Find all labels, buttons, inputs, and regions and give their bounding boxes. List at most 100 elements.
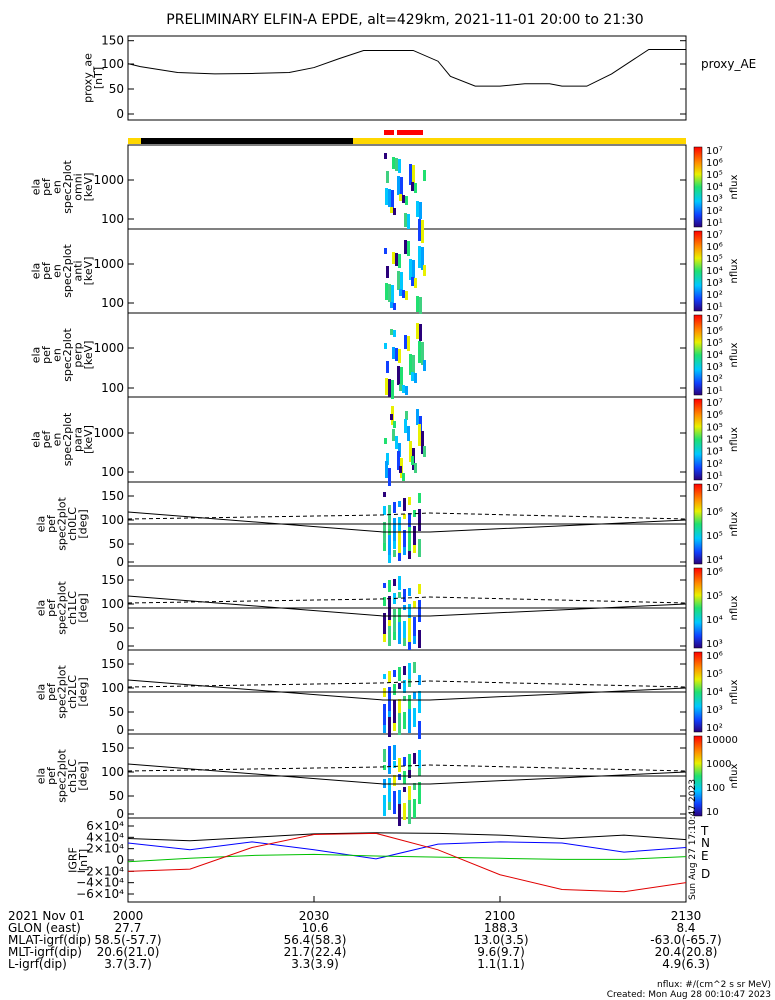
spectrogram-pixel <box>392 157 395 169</box>
spectrogram-pixel <box>383 749 386 762</box>
spectrogram-pixel <box>413 633 416 644</box>
spectrogram-pixel <box>412 260 415 282</box>
spectrogram-pixel <box>413 708 416 727</box>
spectrogram-pixel <box>409 441 412 462</box>
y-axis-label-line: [nT] <box>92 67 105 89</box>
spectrogram-pixel <box>413 662 416 673</box>
spectrogram-pixel <box>395 348 398 361</box>
spectrogram-pixel <box>399 466 402 473</box>
spectrogram-pixel <box>414 463 417 473</box>
spectrogram-pixel <box>418 341 421 363</box>
y-axis-label-line: pef <box>40 345 53 364</box>
y-axis-label-line: [keV] <box>82 173 95 202</box>
spectrogram-pixel <box>418 721 421 739</box>
spectrogram-pixel <box>403 546 406 555</box>
spectrogram-pixel <box>421 431 424 454</box>
colorbar-tick-label: 10⁴ <box>706 615 723 626</box>
spectrogram-pixel <box>421 220 424 243</box>
spectrogram-pixel <box>393 684 396 695</box>
spectrogram-pixel <box>418 750 421 768</box>
spectrogram-pixel <box>413 510 416 517</box>
spectrogram-pixel <box>398 774 401 780</box>
y-tick-label: 150 <box>101 657 124 671</box>
spectrogram-pixel <box>411 277 414 286</box>
spectrogram-pixel <box>398 501 401 507</box>
spectrogram-pixel <box>419 297 422 314</box>
anti-loss-cone-line <box>127 680 687 688</box>
spectrogram-pixel <box>418 424 421 446</box>
spectrogram-pixel <box>400 272 403 292</box>
spectrogram-pixel <box>413 601 416 608</box>
spectrogram-pixel <box>384 153 387 159</box>
ephemeris-value: 10.6 <box>302 921 329 935</box>
colorbar-unit-label: nflux <box>729 342 740 367</box>
colorbar-tick-label: 10⁴ <box>706 555 723 566</box>
spectrogram-pixel <box>393 208 396 215</box>
y-tick-label: 100 <box>101 513 124 527</box>
spectrogram-pixel <box>418 509 421 531</box>
y-tick-label: 150 <box>101 573 124 587</box>
y-axis-label-line: ela <box>35 768 48 785</box>
spectrogram-pixel <box>418 675 421 685</box>
spectrogram-pixel <box>413 692 416 699</box>
spectrogram-pixel <box>393 670 396 677</box>
spectrogram-pixel <box>418 782 421 804</box>
spectrogram-pixel <box>386 453 389 465</box>
spectrogram-pixel <box>398 622 401 644</box>
spectrogram-pixel <box>407 214 410 229</box>
anti-loss-cone-line <box>127 764 687 772</box>
spectrogram-pixel <box>403 803 406 820</box>
spectrogram-pixel <box>423 446 426 457</box>
spectrogram-pixel <box>398 608 401 626</box>
colorbar-tick-label: 10³ <box>706 194 723 205</box>
spectrogram-pixel <box>418 584 421 594</box>
ephemeris-row-label: L-igrf(dip) <box>8 957 67 971</box>
colorbar-tick-label: 10⁷ <box>706 146 723 157</box>
y-axis-label-line: perp <box>71 342 84 367</box>
spectrogram-pixel <box>413 542 416 553</box>
ephemeris-value: 1.1(1.1) <box>477 957 525 971</box>
spectrogram-pixel <box>397 451 400 470</box>
science-zone-marker <box>397 130 423 135</box>
spectrogram-pixel <box>407 241 410 256</box>
colorbar-unit: nflux <box>729 511 740 536</box>
ephemeris-value: 188.3 <box>484 921 518 935</box>
spectrogram-pixel <box>388 778 391 802</box>
y-axis-label-line: spec2plot <box>61 244 74 298</box>
y-axis-label-line: [nT] <box>77 849 90 871</box>
y-axis-label-line: omni <box>71 173 84 200</box>
spectrogram-pixel <box>398 683 401 689</box>
y-axis-label-line: spec2plot <box>56 497 69 551</box>
spectrogram-pixel <box>395 436 398 449</box>
colorbar-unit-label: nflux <box>729 174 740 199</box>
spectrogram-pixel <box>414 183 417 193</box>
colorbar-unit: nflux <box>729 258 740 283</box>
y-tick-label: 100 <box>101 212 124 226</box>
y-axis-label-line: en <box>50 180 63 194</box>
spectrogram-pixel <box>408 770 411 778</box>
spectrogram-pixel <box>412 165 415 187</box>
y-axis-label-line: pef <box>40 430 53 449</box>
y-axis-label-line: para <box>71 427 84 452</box>
spectrogram-pixel <box>393 303 396 310</box>
spectrogram-pixel <box>383 506 386 515</box>
spectrogram-pixel <box>418 600 421 622</box>
x-tick-label: 2030 <box>299 909 330 923</box>
spectrogram-pixel <box>404 213 407 227</box>
y-tick-label: 0 <box>116 639 124 653</box>
spectrogram-pixel <box>398 804 401 826</box>
colorbar-unit-label: nflux <box>729 427 740 452</box>
y-axis-label: IGRF[nT] <box>66 847 90 873</box>
spectrogram-pixel <box>383 538 386 551</box>
spectrogram-pixel <box>393 534 396 549</box>
colorbar-tick-label: 10⁷ <box>706 314 723 325</box>
proxy-ae-line <box>127 48 686 87</box>
colorbar-tick-label: 100 <box>706 783 725 794</box>
ephemeris-value: 3.3(3.9) <box>291 957 339 971</box>
igrf-E-line <box>127 853 687 863</box>
x-tick-label: 2130 <box>671 909 702 923</box>
y-axis-label-line: ela <box>35 684 48 701</box>
colorbar-tick-label: 10⁷ <box>706 230 723 241</box>
spectrogram-pixel <box>388 468 391 486</box>
